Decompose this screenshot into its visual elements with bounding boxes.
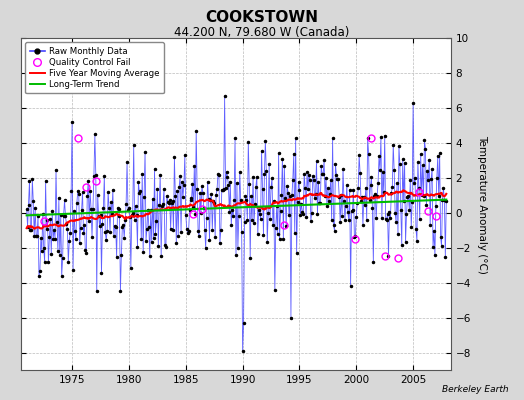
Text: Berkeley Earth: Berkeley Earth [442, 385, 508, 394]
Text: COOKSTOWN: COOKSTOWN [205, 10, 319, 25]
Y-axis label: Temperature Anomaly (°C): Temperature Anomaly (°C) [477, 134, 487, 274]
Text: 44.200 N, 79.680 W (Canada): 44.200 N, 79.680 W (Canada) [174, 26, 350, 39]
Legend: Raw Monthly Data, Quality Control Fail, Five Year Moving Average, Long-Term Tren: Raw Monthly Data, Quality Control Fail, … [25, 42, 164, 93]
